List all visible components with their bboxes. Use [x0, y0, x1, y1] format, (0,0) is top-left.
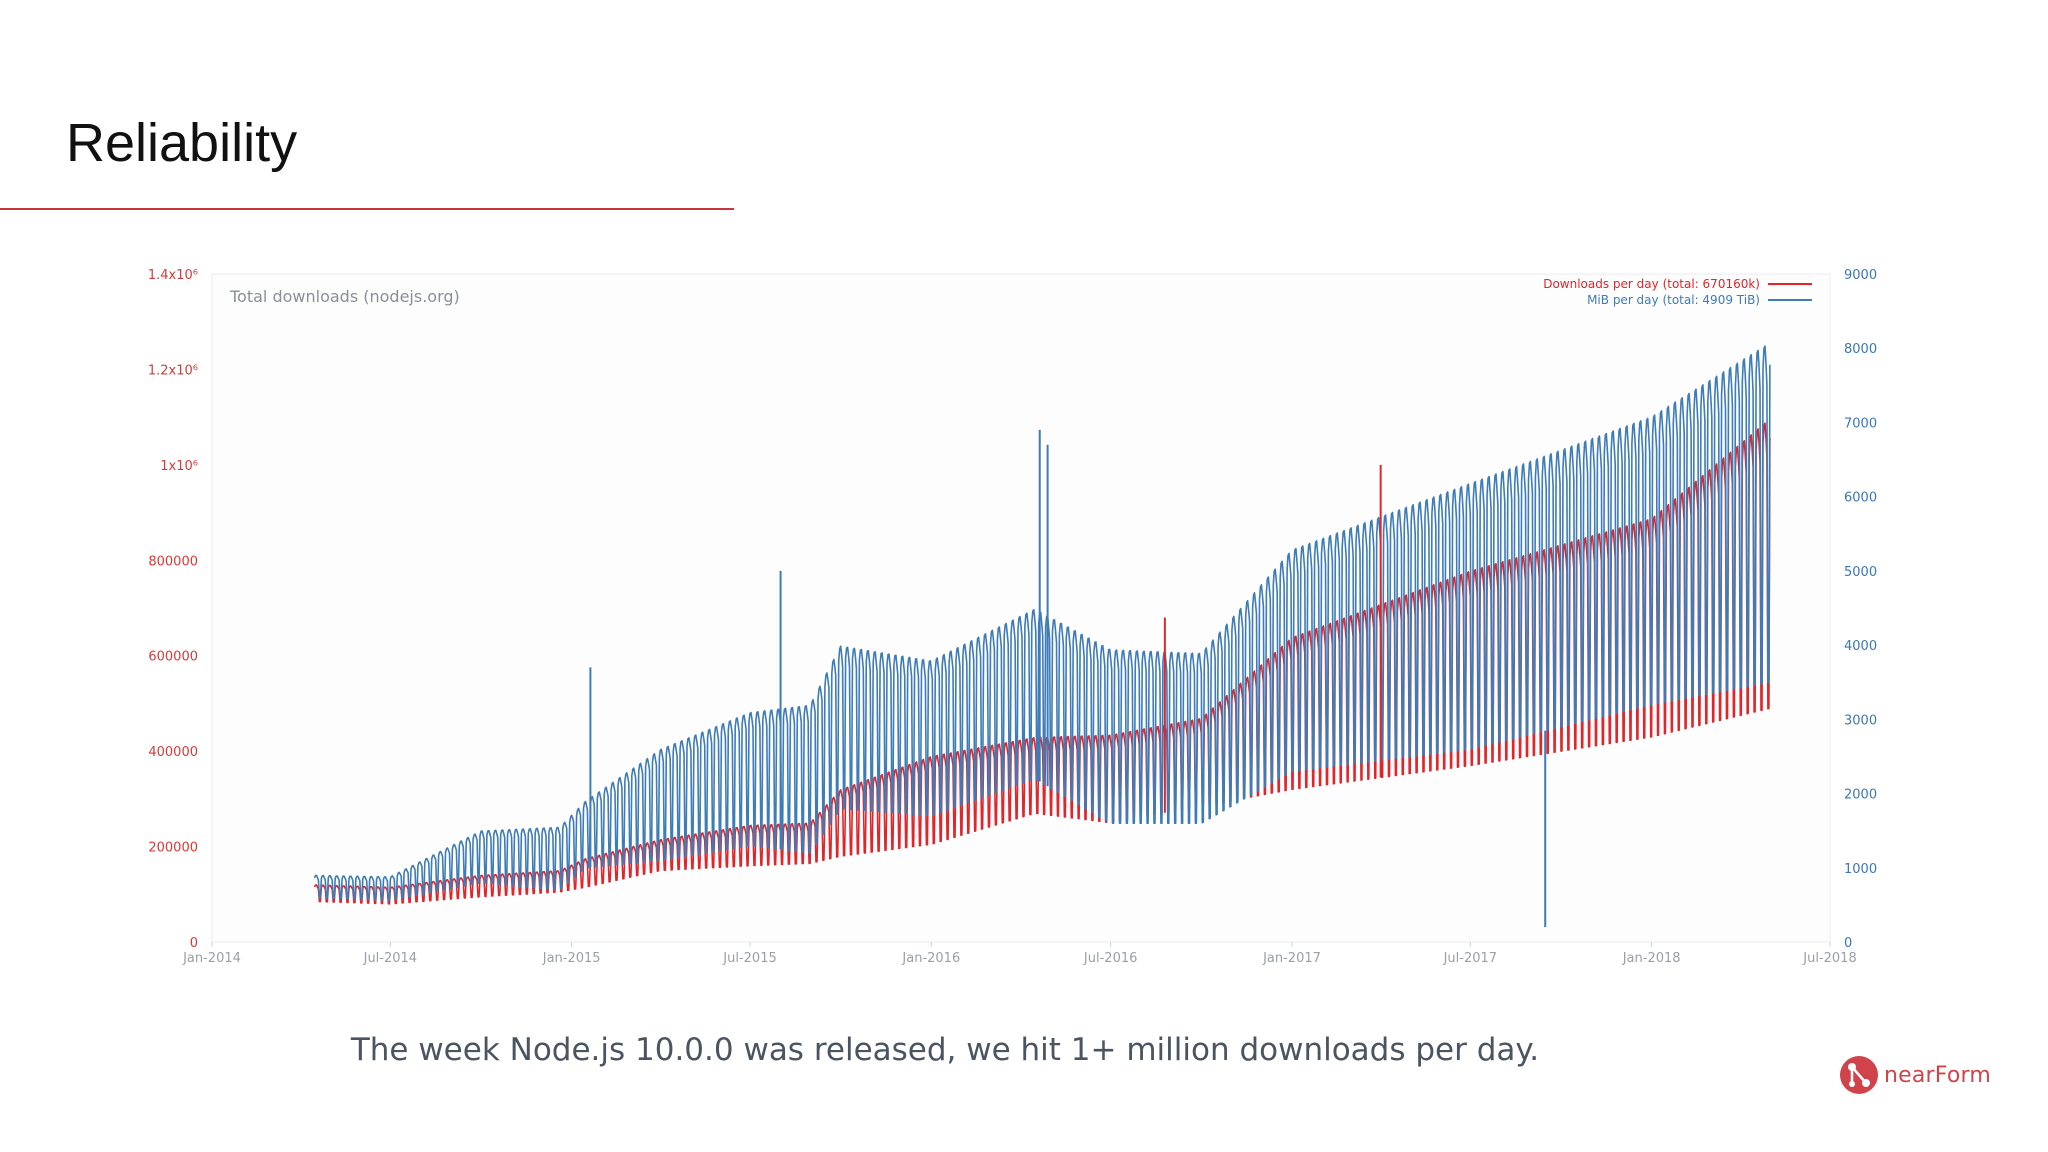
y-right-tick-label: 3000: [1844, 713, 1877, 728]
x-tick-label: Jul-2018: [1802, 951, 1856, 966]
y-right-tick-label: 4000: [1844, 639, 1877, 654]
series-line-downloads: [313, 422, 1771, 905]
y-left-tick-label: 1x10⁶: [160, 459, 198, 474]
nearform-logo-text: nearForm: [1884, 1062, 1992, 1088]
nearform-logo: nearForm: [1838, 1052, 2008, 1098]
y-left-tick-label: 400000: [148, 745, 198, 760]
slide-caption: The week Node.js 10.0.0 was released, we…: [350, 1032, 1540, 1068]
x-tick-label: Jul-2016: [1083, 951, 1137, 966]
chart-title: Total downloads (nodejs.org): [229, 287, 460, 306]
series-layer: [313, 345, 1771, 928]
series-line-mib: [313, 345, 1771, 902]
x-tick-label: Jan-2017: [1262, 951, 1321, 966]
y-right-tick-label: 0: [1844, 936, 1852, 951]
x-tick-label: Jul-2014: [363, 951, 417, 966]
slide-title: Reliability: [66, 113, 298, 173]
y-right-tick-label: 9000: [1844, 268, 1877, 283]
y-right-tick-label: 8000: [1844, 342, 1877, 357]
legend-label-downloads: Downloads per day (total: 670160k): [1543, 277, 1760, 291]
y-left-tick-label: 600000: [148, 650, 198, 665]
y-right-tick-label: 5000: [1844, 565, 1877, 580]
x-tick-label: Jan-2016: [901, 951, 960, 966]
x-tick-label: Jan-2015: [542, 951, 601, 966]
y-right-tick-label: 1000: [1844, 862, 1877, 877]
y-left-tick-label: 0: [190, 936, 198, 951]
x-tick-label: Jan-2018: [1622, 951, 1681, 966]
x-tick-label: Jan-2014: [182, 951, 241, 966]
y-right-tick-label: 2000: [1844, 788, 1877, 803]
nearform-logo-icon: [1840, 1056, 1878, 1094]
axis-layer: 0 200000 400000 600000 800000 1x10⁶ 1.2x10⁶ 1.4…: [148, 268, 1877, 966]
title-divider: [0, 208, 734, 210]
chart-svg: Total downloads (nodejs.org) 0 200000 4000…: [148, 268, 1877, 966]
y-left-tick-label: 200000: [148, 841, 198, 856]
y-left-tick-label: 800000: [148, 554, 198, 569]
y-left-tick-label: 1.2x10⁶: [148, 363, 198, 378]
y-left-tick-label: 1.4x10⁶: [148, 268, 198, 283]
chart-legend: Downloads per day (total: 670160k) MiB p…: [1543, 277, 1812, 307]
y-right-tick-label: 7000: [1844, 416, 1877, 431]
legend-label-mib: MiB per day (total: 4909 TiB): [1587, 293, 1760, 307]
x-tick-label: Jul-2015: [722, 951, 776, 966]
y-right-tick-label: 6000: [1844, 491, 1877, 506]
downloads-chart: Total downloads (nodejs.org) 0 200000 4000…: [120, 246, 1920, 986]
x-tick-label: Jul-2017: [1443, 951, 1497, 966]
